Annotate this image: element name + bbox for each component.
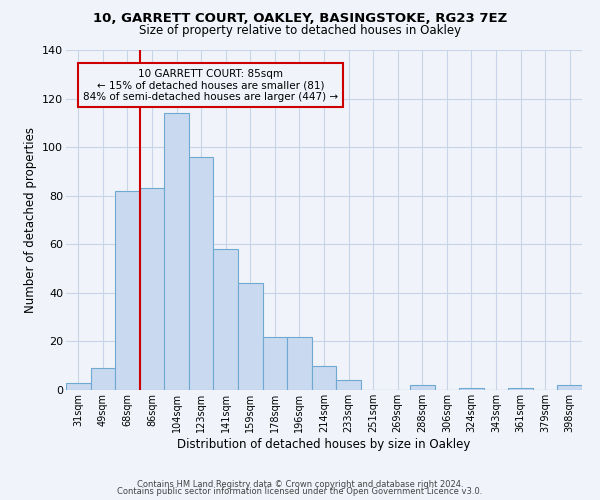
- Bar: [214, 249, 238, 390]
- Bar: [189, 157, 214, 390]
- Bar: [91, 368, 115, 390]
- Bar: [557, 385, 582, 390]
- Bar: [410, 385, 434, 390]
- X-axis label: Distribution of detached houses by size in Oakley: Distribution of detached houses by size …: [178, 438, 470, 450]
- Text: Contains public sector information licensed under the Open Government Licence v3: Contains public sector information licen…: [118, 488, 482, 496]
- Text: 10, GARRETT COURT, OAKLEY, BASINGSTOKE, RG23 7EZ: 10, GARRETT COURT, OAKLEY, BASINGSTOKE, …: [93, 12, 507, 26]
- Text: Contains HM Land Registry data © Crown copyright and database right 2024.: Contains HM Land Registry data © Crown c…: [137, 480, 463, 489]
- Bar: [238, 283, 263, 390]
- Y-axis label: Number of detached properties: Number of detached properties: [23, 127, 37, 313]
- Bar: [115, 191, 140, 390]
- Bar: [459, 388, 484, 390]
- Text: 10 GARRETT COURT: 85sqm
← 15% of detached houses are smaller (81)
84% of semi-de: 10 GARRETT COURT: 85sqm ← 15% of detache…: [83, 68, 338, 102]
- Bar: [263, 336, 287, 390]
- Bar: [336, 380, 361, 390]
- Bar: [287, 336, 312, 390]
- Text: Size of property relative to detached houses in Oakley: Size of property relative to detached ho…: [139, 24, 461, 37]
- Bar: [508, 388, 533, 390]
- Bar: [140, 188, 164, 390]
- Bar: [164, 113, 189, 390]
- Bar: [66, 382, 91, 390]
- Bar: [312, 366, 336, 390]
